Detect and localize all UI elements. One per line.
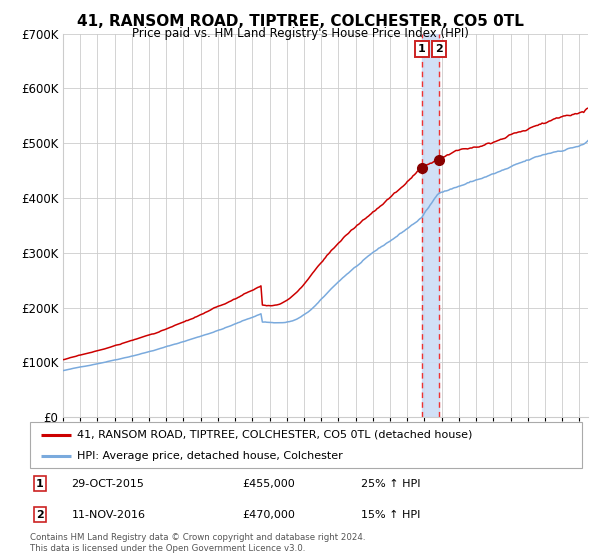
Text: 41, RANSOM ROAD, TIPTREE, COLCHESTER, CO5 0TL: 41, RANSOM ROAD, TIPTREE, COLCHESTER, CO…: [77, 14, 523, 29]
Text: 25% ↑ HPI: 25% ↑ HPI: [361, 479, 421, 489]
Text: 1: 1: [36, 479, 44, 489]
Text: Price paid vs. HM Land Registry's House Price Index (HPI): Price paid vs. HM Land Registry's House …: [131, 27, 469, 40]
Text: 15% ↑ HPI: 15% ↑ HPI: [361, 510, 421, 520]
Text: 1: 1: [418, 44, 425, 54]
Text: Contains HM Land Registry data © Crown copyright and database right 2024.
This d: Contains HM Land Registry data © Crown c…: [30, 533, 365, 553]
FancyBboxPatch shape: [30, 422, 582, 468]
Bar: [422, 34, 439, 417]
Text: 11-NOV-2016: 11-NOV-2016: [71, 510, 145, 520]
Text: 41, RANSOM ROAD, TIPTREE, COLCHESTER, CO5 0TL (detached house): 41, RANSOM ROAD, TIPTREE, COLCHESTER, CO…: [77, 430, 472, 440]
Text: £470,000: £470,000: [242, 510, 295, 520]
Text: 29-OCT-2015: 29-OCT-2015: [71, 479, 144, 489]
Text: 2: 2: [436, 44, 443, 54]
Text: HPI: Average price, detached house, Colchester: HPI: Average price, detached house, Colc…: [77, 451, 343, 461]
Text: £455,000: £455,000: [242, 479, 295, 489]
Text: 2: 2: [36, 510, 44, 520]
